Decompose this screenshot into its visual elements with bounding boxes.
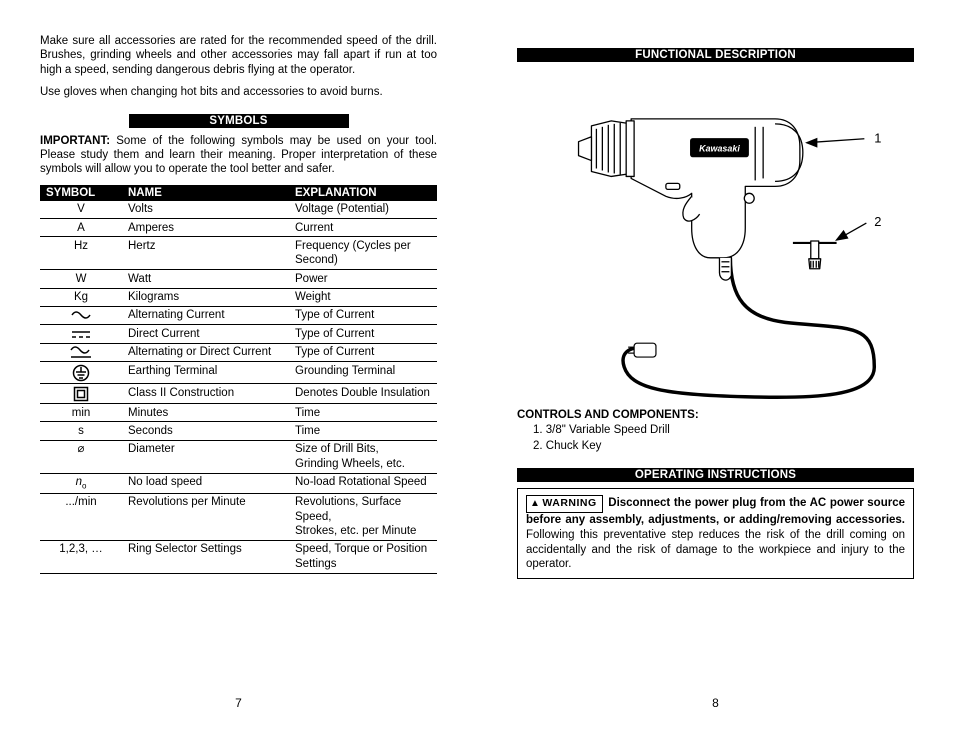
explanation-cell: Time	[289, 422, 437, 440]
symbols-heading: SYMBOLS	[129, 114, 349, 128]
symbol-cell	[40, 306, 122, 324]
symbol-cell	[40, 362, 122, 384]
table-row: 1,2,3, …Ring Selector SettingsSpeed, Tor…	[40, 540, 437, 573]
name-cell: Minutes	[122, 404, 289, 422]
name-cell: Direct Current	[122, 325, 289, 343]
drill-figure: Kawasaki 1	[517, 68, 914, 403]
explanation-cell: Time	[289, 404, 437, 422]
warning-label: WARNING	[542, 497, 596, 509]
left-page: Make sure all accessories are rated for …	[0, 0, 477, 738]
name-cell: Class II Construction	[122, 384, 289, 404]
table-row: AAmperesCurrent	[40, 219, 437, 237]
table-row: minMinutesTime	[40, 404, 437, 422]
callout-2: 2	[874, 214, 881, 229]
symbol-cell: A	[40, 219, 122, 237]
warning-triangle-icon: ▲	[530, 497, 540, 510]
name-cell: Ring Selector Settings	[122, 540, 289, 573]
intro-para-2: Use gloves when changing hot bits and ac…	[40, 85, 437, 99]
explanation-cell: Weight	[289, 288, 437, 306]
warning-badge: ▲WARNING	[526, 495, 603, 513]
explanation-cell: Frequency (Cycles per Second)	[289, 237, 437, 270]
page-number-left: 7	[0, 696, 477, 710]
right-page: FUNCTIONAL DESCRIPTION	[477, 0, 954, 738]
name-cell: Earthing Terminal	[122, 362, 289, 384]
table-row: sSecondsTime	[40, 422, 437, 440]
symbol-cell: min	[40, 404, 122, 422]
intro-para-1: Make sure all accessories are rated for …	[40, 34, 437, 77]
list-item: 2. Chuck Key	[533, 439, 914, 455]
symbols-table: SYMBOL NAME EXPLANATION VVoltsVoltage (P…	[40, 185, 437, 574]
controls-heading: CONTROLS AND COMPONENTS:	[517, 409, 914, 421]
name-cell: Alternating Current	[122, 306, 289, 324]
page-spread: Make sure all accessories are rated for …	[0, 0, 954, 738]
warning-box: ▲WARNING Disconnect the power plug from …	[517, 488, 914, 579]
table-row: Alternating CurrentType of Current	[40, 306, 437, 324]
th-explanation: EXPLANATION	[289, 185, 437, 201]
warning-rest-text: Following this preventative step reduces…	[526, 529, 905, 571]
table-row: Earthing TerminalGrounding Terminal	[40, 362, 437, 384]
table-row: VVoltsVoltage (Potential)	[40, 201, 437, 219]
th-name: NAME	[122, 185, 289, 201]
symbol-cell: s	[40, 422, 122, 440]
name-cell: Watt	[122, 270, 289, 288]
symbol-cell: W	[40, 270, 122, 288]
symbol-cell: .../min	[40, 493, 122, 540]
table-row: .../minRevolutions per MinuteRevolutions…	[40, 493, 437, 540]
explanation-cell: Denotes Double Insulation	[289, 384, 437, 404]
name-cell: Alternating or Direct Current	[122, 343, 289, 361]
explanation-cell: Type of Current	[289, 306, 437, 324]
list-item: 1. 3/8" Variable Speed Drill	[533, 423, 914, 439]
name-cell: Amperes	[122, 219, 289, 237]
symbol-cell: Hz	[40, 237, 122, 270]
symbol-cell	[40, 343, 122, 361]
name-cell: Hertz	[122, 237, 289, 270]
explanation-cell: Speed, Torque or Position Settings	[289, 540, 437, 573]
table-row: Alternating or Direct CurrentType of Cur…	[40, 343, 437, 361]
page-number-right: 8	[477, 696, 954, 710]
name-cell: No load speed	[122, 473, 289, 493]
explanation-cell: Size of Drill Bits,Grinding Wheels, etc.	[289, 440, 437, 473]
important-para: IMPORTANT: Some of the following symbols…	[40, 134, 437, 177]
th-symbol: SYMBOL	[40, 185, 122, 201]
name-cell: Seconds	[122, 422, 289, 440]
table-row: Direct CurrentType of Current	[40, 325, 437, 343]
table-row: ⌀DiameterSize of Drill Bits,Grinding Whe…	[40, 440, 437, 473]
explanation-cell: Current	[289, 219, 437, 237]
explanation-cell: Revolutions, Surface Speed,Strokes, etc.…	[289, 493, 437, 540]
explanation-cell: Grounding Terminal	[289, 362, 437, 384]
table-row: HzHertzFrequency (Cycles per Second)	[40, 237, 437, 270]
symbol-cell: ⌀	[40, 440, 122, 473]
name-cell: Volts	[122, 201, 289, 219]
symbol-cell	[40, 384, 122, 404]
explanation-cell: Type of Current	[289, 325, 437, 343]
drill-illustration: Kawasaki 1	[517, 68, 914, 403]
explanation-cell: Voltage (Potential)	[289, 201, 437, 219]
functional-desc-heading: FUNCTIONAL DESCRIPTION	[517, 48, 914, 62]
callout-1: 1	[874, 131, 881, 146]
explanation-cell: No-load Rotational Speed	[289, 473, 437, 493]
table-row: WWattPower	[40, 270, 437, 288]
table-row: KgKilogramsWeight	[40, 288, 437, 306]
symbol-cell: Kg	[40, 288, 122, 306]
table-header-row: SYMBOL NAME EXPLANATION	[40, 185, 437, 201]
symbol-cell: 1,2,3, …	[40, 540, 122, 573]
symbol-cell: no	[40, 473, 122, 493]
controls-list: 1. 3/8" Variable Speed Drill 2. Chuck Ke…	[533, 423, 914, 454]
brand-label: Kawasaki	[699, 144, 740, 154]
name-cell: Kilograms	[122, 288, 289, 306]
explanation-cell: Type of Current	[289, 343, 437, 361]
symbol-cell: V	[40, 201, 122, 219]
symbol-cell	[40, 325, 122, 343]
explanation-cell: Power	[289, 270, 437, 288]
name-cell: Diameter	[122, 440, 289, 473]
operating-heading: OPERATING INSTRUCTIONS	[517, 468, 914, 482]
important-label: IMPORTANT:	[40, 135, 110, 147]
name-cell: Revolutions per Minute	[122, 493, 289, 540]
table-row: Class II ConstructionDenotes Double Insu…	[40, 384, 437, 404]
table-row: noNo load speedNo-load Rotational Speed	[40, 473, 437, 493]
